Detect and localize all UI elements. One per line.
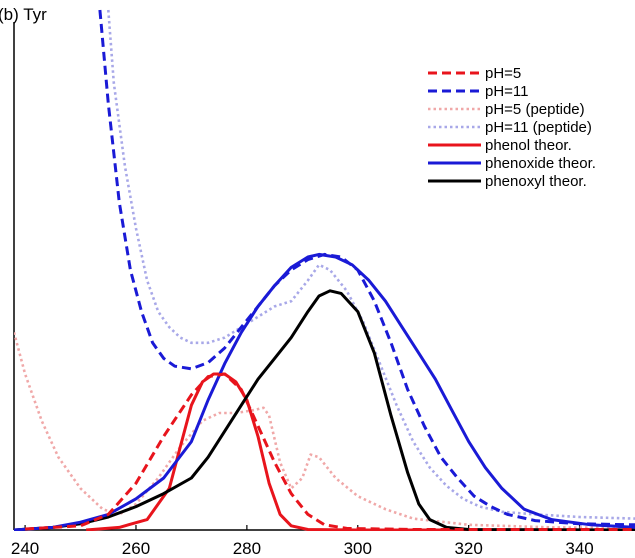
x-ticks: 240 260 280 300 320 340: [11, 525, 594, 558]
legend-label: pH=11: [485, 83, 529, 100]
legend-label: phenol theor.: [485, 137, 572, 154]
legend-label: phenoxide theor.: [485, 155, 596, 172]
legend-label: pH=5 (peptide): [485, 101, 585, 118]
series-line-ph-11: [98, 9, 635, 527]
series-line-ph-5-peptide: [14, 332, 635, 530]
plot-area: [14, 9, 635, 531]
series-line-phenoxide-theor: [14, 252, 635, 531]
x-tick-label: 300: [344, 539, 372, 558]
x-tick-label: 260: [122, 539, 150, 558]
legend-label: phenoxyl theor.: [485, 173, 587, 190]
legend-label: pH=11 (peptide): [485, 119, 592, 136]
series-line-phenoxyl-theor: [14, 289, 635, 531]
series-line-phenol-theor: [85, 372, 635, 531]
series-line-ph-5: [25, 372, 635, 531]
x-tick-label: 340: [565, 539, 593, 558]
x-tick-label: 320: [454, 539, 482, 558]
x-tick-label: 280: [233, 539, 261, 558]
series-line-ph-11-peptide: [107, 9, 635, 520]
chart-title: (b) Tyr: [0, 5, 47, 24]
x-tick-label: 240: [11, 539, 39, 558]
legend-label: pH=5: [485, 65, 521, 82]
